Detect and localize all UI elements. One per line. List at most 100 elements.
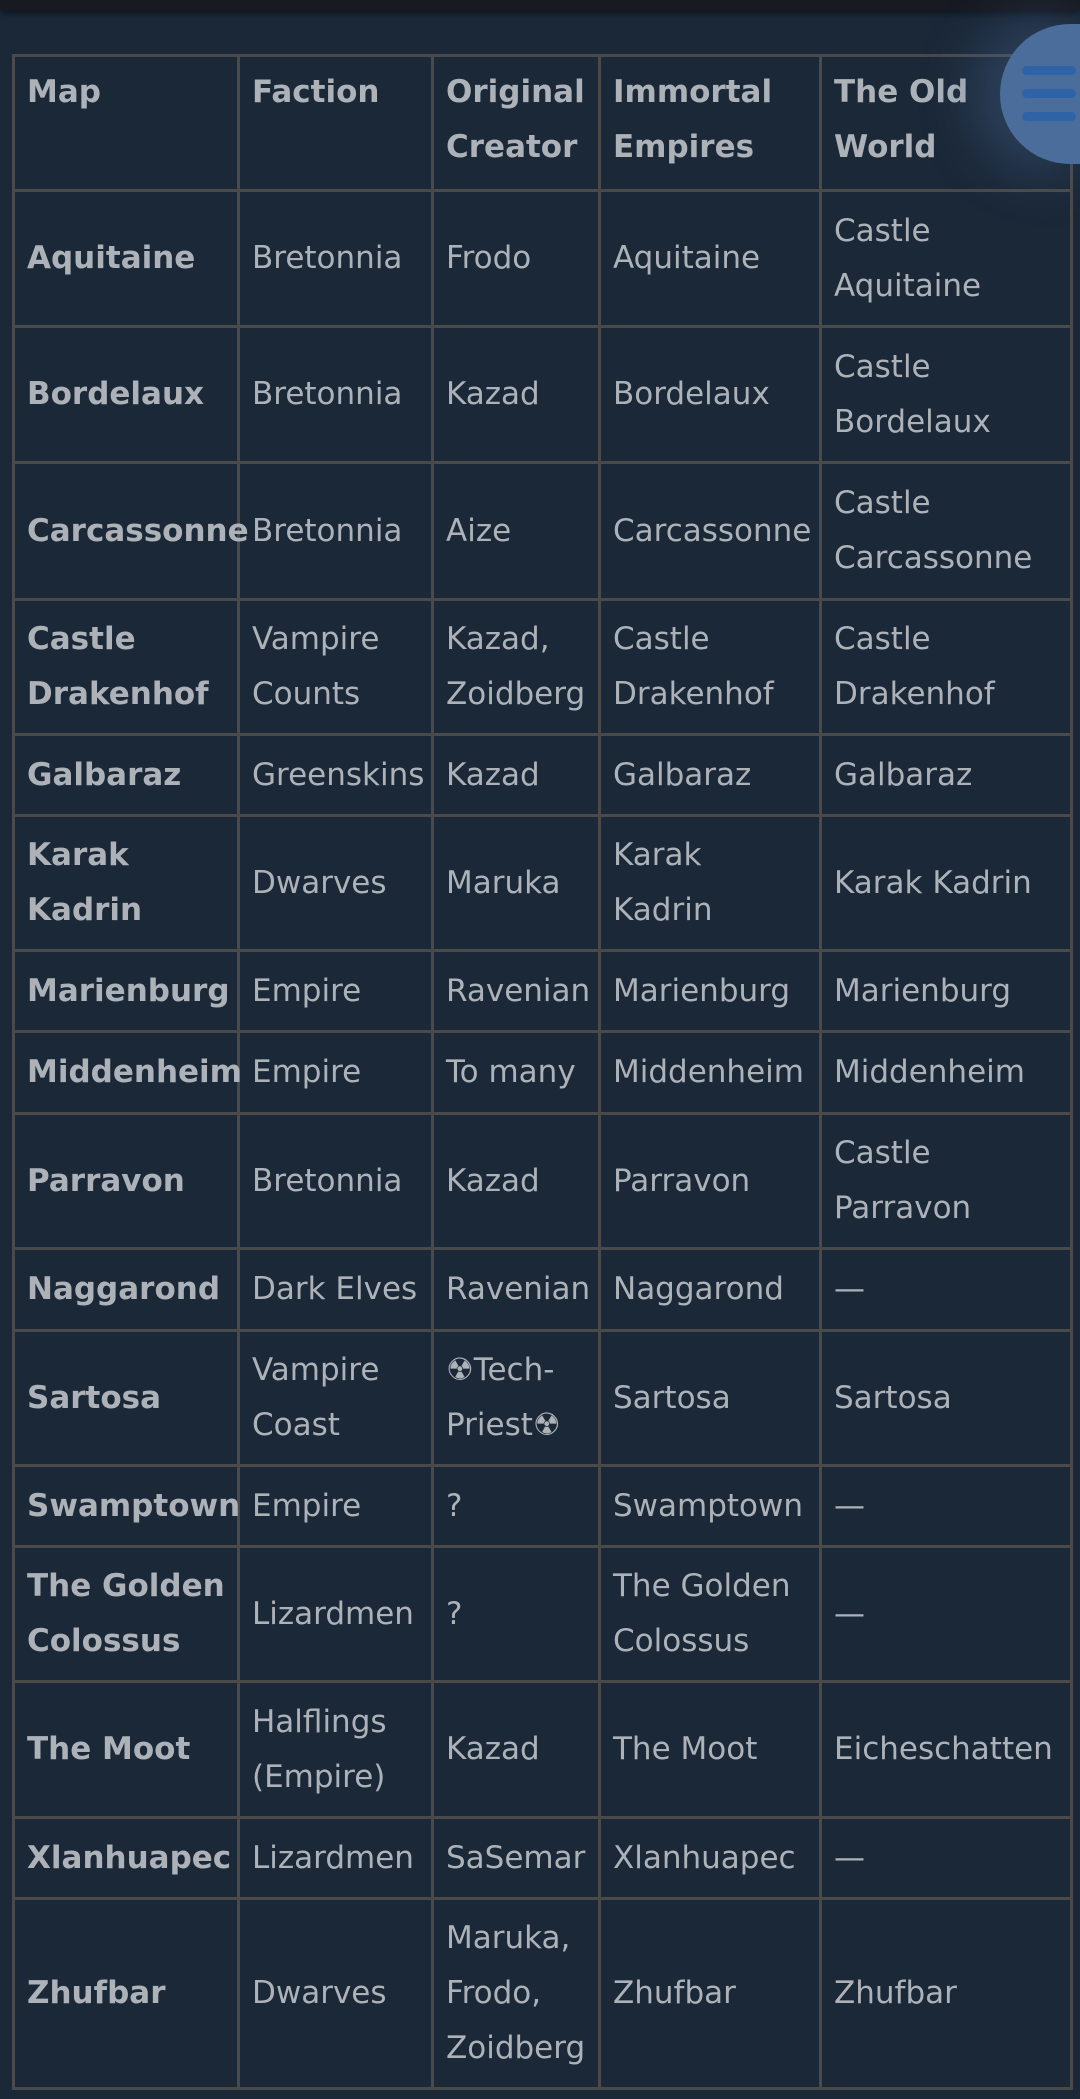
column-header: Faction [237, 54, 434, 192]
table-cell: — [819, 1247, 1073, 1332]
table-cell: Marienburg [12, 949, 240, 1033]
table-cell: Kazad [431, 733, 601, 817]
table-cell: Bretonnia [237, 189, 434, 328]
table-row: Bordelaux Bretonnia Kazad Bordelaux Castle B… [12, 325, 1073, 464]
table-cell: Aize [431, 461, 601, 601]
table-cell: Middenheim [819, 1030, 1073, 1115]
table-cell: Kazad, Zoidberg [431, 598, 601, 736]
table-cell: Galbaraz [12, 733, 240, 817]
table-row: Aquitaine Bretonnia Frodo Aquitaine Castle A… [12, 189, 1073, 328]
top-bar [0, 0, 1080, 10]
table-cell: Vampire Coast [237, 1329, 434, 1467]
table-row: Castle Drakenhof Vampire Counts Kazad, Zoi… [12, 598, 1073, 736]
table-cell: Dwarves [237, 814, 434, 952]
table-cell: ? [431, 1464, 601, 1548]
table-cell: The Golden Colossus [598, 1545, 822, 1683]
table-cell: To many [431, 1030, 601, 1115]
table-cell: Galbaraz [598, 733, 822, 817]
table-cell: Carcassonne [12, 461, 249, 601]
table-cell: Dark Elves [237, 1247, 434, 1332]
table-cell: Maruka, Frodo, Zoidberg [431, 1897, 601, 2090]
table-cell: Xlanhuapec [12, 1816, 240, 1900]
table-cell: The Moot [12, 1680, 240, 1819]
table-cell: Kazad [431, 1680, 601, 1819]
table-cell: Aquitaine [598, 189, 822, 328]
table-cell: Middenheim [12, 1030, 242, 1115]
table-cell: Karak Kadrin [598, 814, 822, 952]
table-cell: Castle Drakenhof [598, 598, 822, 736]
table-cell: Bretonnia [237, 325, 434, 464]
table-cell: Karak Kadrin [819, 814, 1073, 952]
table-cell: Ravenian [431, 1247, 601, 1332]
table-cell: Ravenian [431, 949, 601, 1033]
table-cell: Sartosa [12, 1329, 240, 1467]
table-cell: Castle Aquitaine [819, 189, 1073, 328]
table-cell: Kazad [431, 325, 601, 464]
table-header-row: Map Faction Original Creator Immortal Empir… [12, 54, 1073, 192]
table-cell: Castle Bordelaux [819, 325, 1073, 464]
table-cell: Bordelaux [598, 325, 822, 464]
table-cell: Zhufbar [819, 1897, 1073, 2090]
table-cell: Zhufbar [598, 1897, 822, 2090]
table-cell: Sartosa [598, 1329, 822, 1467]
table-cell: Naggarond [598, 1247, 822, 1332]
table-cell: Halflings (Empire) [237, 1680, 434, 1819]
table-cell: Castle Carcassonne [819, 461, 1073, 601]
table-cell: Bordelaux [12, 325, 240, 464]
table-cell: Maruka [431, 814, 601, 952]
table-cell: The Moot [598, 1680, 822, 1819]
table-row: Sartosa Vampire Coast ☢Tech-Priest☢ Sartosa… [12, 1329, 1073, 1467]
table-row: The Moot Halflings (Empire) Kazad The Moot E… [12, 1680, 1073, 1819]
table-cell: Karak Kadrin [12, 814, 240, 952]
column-header: Map [12, 54, 240, 192]
table-cell: Naggarond [12, 1247, 240, 1332]
table-cell: Swamptown [12, 1464, 240, 1548]
table-cell: Kazad [431, 1112, 601, 1250]
table-cell: Empire [237, 1464, 434, 1548]
table-cell: Castle Drakenhof [12, 598, 240, 736]
column-header: Immortal Empires [598, 54, 822, 192]
table-cell: Parravon [598, 1112, 822, 1250]
table-row: Carcassonne Bretonnia Aize Carcassonne Castl… [12, 461, 1073, 601]
table-cell: Greenskins [237, 733, 434, 817]
table-row: Karak Kadrin Dwarves Maruka Karak Kadrin Kar… [12, 814, 1073, 952]
table-cell: Castle Drakenhof [819, 598, 1073, 736]
table-cell: — [819, 1816, 1073, 1900]
table-cell: Dwarves [237, 1897, 434, 2090]
table-row: Middenheim Empire To many Middenheim Middenh… [12, 1030, 1073, 1115]
table-cell: Aquitaine [12, 189, 240, 328]
table-cell: Sartosa [819, 1329, 1073, 1467]
table-cell: Parravon [12, 1112, 240, 1250]
table-cell: — [819, 1464, 1073, 1548]
table-cell: Empire [237, 949, 434, 1033]
column-header: Original Creator [431, 54, 601, 192]
table-cell: ☢Tech-Priest☢ [431, 1329, 601, 1467]
maps-table: Map Faction Original Creator Immortal Empir… [12, 54, 1073, 2090]
table-row: Swamptown Empire? Swamptown — [12, 1464, 1073, 1548]
table-cell: Lizardmen [237, 1545, 434, 1683]
table-cell: Bretonnia [237, 461, 434, 601]
table-cell: Middenheim [598, 1030, 822, 1115]
table-cell: Marienburg [819, 949, 1073, 1033]
table-cell: Vampire Counts [237, 598, 434, 736]
table-row: Zhufbar Dwarves Maruka, Frodo, Zoidberg Zhu… [12, 1897, 1073, 2090]
table-cell: Eicheschatten [819, 1680, 1073, 1819]
table-cell: — [819, 1545, 1073, 1683]
table-cell: Zhufbar [12, 1897, 240, 2090]
table-cell: ? [431, 1545, 601, 1683]
table-cell: Xlanhuapec [598, 1816, 822, 1900]
table-cell: Galbaraz [819, 733, 1073, 817]
table-row: Marienburg Empire Ravenian Marienburg Marien… [12, 949, 1073, 1033]
table-row: Naggarond Dark Elves Ravenian Naggarond — [12, 1247, 1073, 1332]
table-row: Galbaraz Greenskins Kazad Galbaraz Galbaraz [12, 733, 1073, 817]
table-cell: Bretonnia [237, 1112, 434, 1250]
table-row: Parravon Bretonnia Kazad Parravon Castle Par… [12, 1112, 1073, 1250]
table-cell: Lizardmen [237, 1816, 434, 1900]
table-row: Xlanhuapec Lizardmen SaSemar Xlanhuapec — [12, 1816, 1073, 1900]
table-cell: Marienburg [598, 949, 822, 1033]
table-cell: Empire [237, 1030, 434, 1115]
table-cell: Frodo [431, 189, 601, 328]
table-cell: Castle Parravon [819, 1112, 1073, 1250]
table-cell: The Golden Colossus [12, 1545, 240, 1683]
table-row: The Golden Colossus Lizardmen? The Golden … [12, 1545, 1073, 1683]
